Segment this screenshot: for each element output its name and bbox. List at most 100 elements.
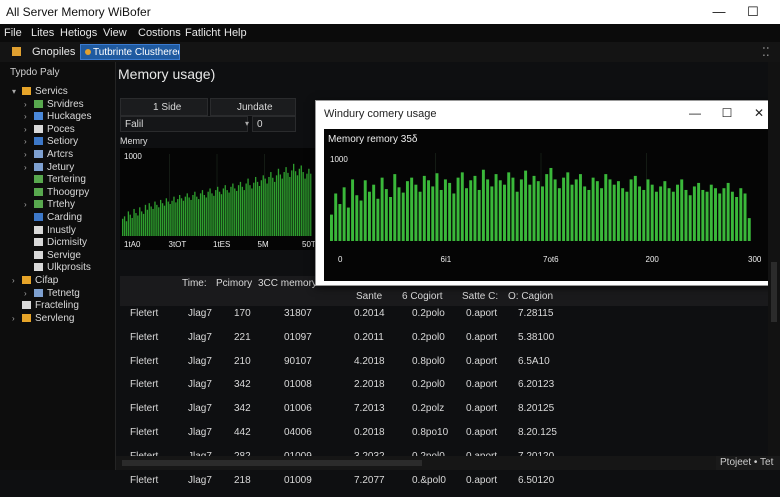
table-cell: 01006 xyxy=(284,403,312,415)
menu-costions[interactable]: Costions xyxy=(138,27,181,39)
chart-bar xyxy=(179,195,181,236)
sidebar-item-15[interactable]: › Cifap xyxy=(12,275,58,286)
chart-bar xyxy=(359,200,363,241)
menu-file[interactable]: File xyxy=(4,27,22,39)
table-cell: 6.50120 xyxy=(518,474,555,486)
table-row[interactable]: Fletert Jlag7 442 04006 0.2018 0.8po10 0.aport… xyxy=(120,427,780,449)
sidebar-item-8[interactable]: Thoogrpy xyxy=(24,187,89,198)
sidebar-item-10[interactable]: Carding xyxy=(24,212,82,223)
sidebar-item-label: Servige xyxy=(47,249,81,261)
sidebar-title: Typdo Paly xyxy=(10,67,60,78)
chart-bar xyxy=(127,211,130,236)
column-header-update[interactable]: Jundate xyxy=(210,98,296,116)
sidebar-item-0[interactable]: ▾ Servics xyxy=(12,86,68,97)
filter-select[interactable]: Falil ▾ xyxy=(120,116,250,132)
sidebar-item-label: Cifap xyxy=(35,275,59,286)
sidebar-item-3[interactable]: › Poces xyxy=(24,124,75,135)
menu-hetiogs[interactable]: Hetiogs xyxy=(60,27,98,39)
table-row[interactable]: Fletert Jlag7 170 31807 0.2014 0.2polo 0.aport… xyxy=(120,308,780,330)
horizontal-scrollbar[interactable] xyxy=(116,456,716,470)
popup-maximize-button[interactable]: ☐ xyxy=(721,106,733,120)
chevron-down-icon: ▾ xyxy=(245,119,250,128)
column-header[interactable]: Satte C: xyxy=(462,291,499,302)
sidebar-item-13[interactable]: Servige xyxy=(24,250,81,261)
table-row[interactable]: Fletert Jlag7 210 90107 4.2018 0.8pol0 0.aport… xyxy=(120,356,780,378)
table-cell: 4.2018 xyxy=(354,355,385,367)
chart-bar xyxy=(255,176,257,236)
table-row[interactable]: Fletert Jlag7 218 01009 7.2077 0.&pol0 0.aport… xyxy=(120,475,780,497)
sidebar-item-16[interactable]: › Tetnetg xyxy=(24,288,80,299)
hscroll-thumb[interactable] xyxy=(122,460,422,466)
sidebar-item-7[interactable]: Tertering xyxy=(24,174,86,185)
sidebar-item-2[interactable]: › Huckages xyxy=(24,111,91,122)
filter-select-value: Falil xyxy=(125,119,144,130)
sidebar-item-18[interactable]: › Servleng xyxy=(12,313,74,324)
column-header[interactable]: O: Cagion xyxy=(508,291,554,302)
chart-bar xyxy=(306,173,308,236)
sidebar-item-5[interactable]: › Artcrs xyxy=(24,149,73,160)
table-cell: 0.&pol0 xyxy=(412,474,446,486)
menu-help[interactable]: Help xyxy=(224,27,247,39)
vertical-scrollbar[interactable] xyxy=(768,62,780,462)
menu-lites[interactable]: Lites xyxy=(31,27,55,39)
chart-bar xyxy=(372,184,376,241)
chevron-down-icon[interactable]: ▾ xyxy=(12,87,17,96)
chart-bar xyxy=(583,186,587,241)
chevron-right-icon[interactable]: › xyxy=(12,276,15,285)
popup-close-button[interactable]: ✕ xyxy=(753,106,765,120)
chart-bar xyxy=(272,177,274,236)
menu-view[interactable]: View xyxy=(103,27,127,39)
chevron-right-icon[interactable]: › xyxy=(24,200,27,210)
chart-bar xyxy=(135,213,137,236)
chart-bar xyxy=(443,179,447,241)
sidebar-item-11[interactable]: Inustly xyxy=(24,225,76,236)
sidebar-item-4[interactable]: › Setiory xyxy=(24,136,78,147)
sidebar-item-label: Fracteling xyxy=(35,300,79,312)
chevron-right-icon[interactable]: › xyxy=(24,137,27,147)
popup-minimize-button[interactable]: — xyxy=(689,106,701,120)
value-field[interactable]: 0 xyxy=(252,116,296,132)
folder-icon xyxy=(34,175,43,184)
chevron-right-icon[interactable]: › xyxy=(24,112,27,122)
sidebar-item-9[interactable]: › Trtehy xyxy=(24,199,75,210)
chevron-right-icon[interactable]: › xyxy=(24,124,27,134)
chevron-right-icon[interactable]: › xyxy=(24,288,27,298)
table-cell: Fletert xyxy=(130,379,159,391)
chart-bar xyxy=(150,206,152,236)
table-row[interactable]: Fletert Jlag7 342 01006 7.2013 0.2polz 0.aport… xyxy=(120,403,780,425)
column-header[interactable]: 6 Cogiort xyxy=(402,291,443,302)
sidebar-item-1[interactable]: › Srvidres xyxy=(24,99,84,110)
tab-clusthered[interactable]: Tutbrinte Clusthered xyxy=(80,44,180,60)
column-header[interactable]: Time: xyxy=(182,278,207,289)
chart-bar xyxy=(705,191,709,241)
sidebar-item-12[interactable]: Dicmisity xyxy=(24,237,87,248)
chart-bar xyxy=(167,201,169,236)
table-row[interactable]: Fletert Jlag7 342 01008 2.2018 0.2pol0 0.aport… xyxy=(120,379,780,401)
table-cell: 0.aport xyxy=(466,308,498,319)
sidebar-item-17[interactable]: Fracteling xyxy=(12,300,79,311)
minimize-button[interactable]: — xyxy=(712,4,726,19)
column-header-side[interactable]: 1 Side xyxy=(120,98,208,116)
column-header[interactable]: Pcimory xyxy=(216,278,253,289)
column-header[interactable]: 3CC memory xyxy=(258,278,317,289)
chart-bar xyxy=(431,186,435,241)
chevron-right-icon[interactable]: › xyxy=(24,150,27,159)
column-header[interactable]: Sante xyxy=(356,291,383,302)
tab-gnopiles[interactable]: Gnopiles xyxy=(32,46,76,58)
chevron-right-icon[interactable]: › xyxy=(12,313,15,323)
chart-bar xyxy=(169,204,171,236)
table-row[interactable]: Fletert Jlag7 221 01097 0.2011 0.2pol0 0.aport… xyxy=(120,332,780,354)
menu-fatlicht[interactable]: Fatlicht xyxy=(185,27,221,39)
chart-bar xyxy=(125,221,128,236)
chevron-right-icon[interactable]: › xyxy=(24,162,27,172)
chart-bar xyxy=(553,179,557,241)
maximize-button[interactable]: ☐ xyxy=(747,4,759,19)
chart-bar xyxy=(160,199,162,236)
chevron-right-icon[interactable]: › xyxy=(24,99,27,109)
sidebar-item-6[interactable]: › Jetury xyxy=(24,162,74,173)
sidebar-item-14[interactable]: Ulkprosits xyxy=(24,262,91,273)
grip-icon[interactable]: ⁚⁚ xyxy=(762,45,770,59)
scroll-thumb[interactable] xyxy=(771,262,777,322)
window-titlebar: All Server Memory WiBofer — ☐ xyxy=(0,0,780,24)
chart-bar xyxy=(351,179,355,241)
